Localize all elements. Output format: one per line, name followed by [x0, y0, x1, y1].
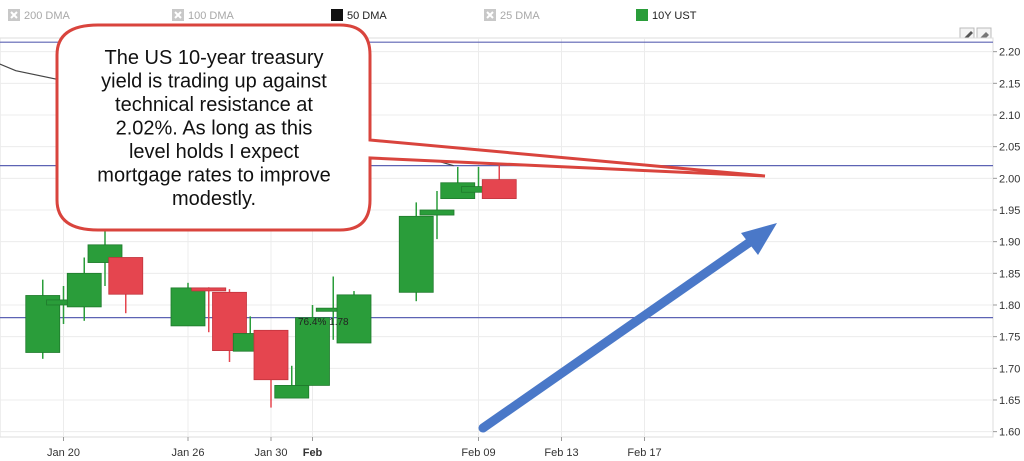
x-tick-label: Jan 26: [171, 447, 204, 459]
legend-swatch: [636, 9, 648, 21]
legend-label: 25 DMA: [500, 10, 540, 22]
candle: [398, 202, 434, 302]
legend-item-1[interactable]: 100 DMA: [172, 9, 235, 22]
callout-line: level holds I expect: [129, 141, 300, 163]
y-tick-label: 1.60: [999, 427, 1020, 439]
trend-arrow: [478, 223, 777, 433]
candle-body: [481, 179, 517, 199]
y-tick-label: 2.10: [999, 110, 1020, 122]
candle: [274, 365, 310, 399]
candle: [191, 287, 227, 333]
y-tick-label: 1.80: [999, 300, 1020, 312]
candle: [419, 190, 455, 240]
candle: [108, 257, 144, 314]
x-tick-label: Jan 20: [47, 447, 80, 459]
x-tick-label: Jan 30: [254, 447, 287, 459]
legend: 200 DMA 100 DMA 50 DMA 25 DMA 10Y UST: [8, 9, 697, 22]
y-tick-label: 2.15: [999, 78, 1020, 90]
x-tick-label: Feb 09: [461, 447, 495, 459]
candle: [66, 257, 102, 321]
candle-body: [274, 385, 310, 399]
y-tick-label: 1.70: [999, 363, 1020, 375]
legend-swatch: [331, 9, 343, 21]
candle-body: [108, 257, 144, 295]
callout-line: mortgage rates to improve: [97, 165, 330, 187]
candle: [253, 329, 289, 408]
candle: [295, 304, 330, 386]
candle-body: [253, 329, 289, 381]
y-tick-label: 1.95: [999, 205, 1020, 217]
x-axis: Jan 20 Jan 26 Jan 30 Feb Feb 09 Feb 13 Feb 17: [47, 437, 662, 459]
disabled-icon: [486, 11, 494, 19]
y-tick-label: 2.20: [999, 47, 1020, 59]
disabled-icon: [10, 11, 18, 19]
legend-item-0[interactable]: 200 DMA: [8, 9, 71, 22]
y-axis: 2.20 2.15 2.10 2.05 2.00 1.95 1.90 1.85 1.80 1.75…: [993, 47, 1020, 439]
legend-label: 10Y UST: [652, 10, 697, 22]
y-tick-label: 2.05: [999, 142, 1020, 154]
x-tick-label: Feb 13: [544, 447, 578, 459]
legend-label: 200 DMA: [24, 10, 71, 22]
y-tick-label: 1.75: [999, 332, 1020, 344]
callout-line: yield is trading up against: [101, 71, 327, 93]
retracement-label: 76.4% 1.78: [298, 317, 349, 328]
candle-body: [66, 272, 102, 308]
callout-line: The US 10-year treasury: [105, 47, 324, 69]
candle-body: [295, 317, 330, 386]
callout-line: 2.02%. As long as this: [116, 118, 313, 140]
callout: The US 10-year treasury yield is trading …: [55, 23, 766, 232]
candle-body: [419, 209, 455, 216]
candle-body: [336, 294, 372, 344]
candle-body: [170, 287, 206, 327]
x-tick-label: Feb 17: [627, 447, 661, 459]
plot-area: [0, 37, 994, 438]
disabled-icon: [174, 11, 182, 19]
legend-label: 50 DMA: [347, 10, 387, 22]
candle-body: [398, 215, 434, 293]
candle: [170, 282, 206, 327]
legend-item-3[interactable]: 25 DMA: [484, 9, 540, 22]
y-tick-label: 1.90: [999, 237, 1020, 249]
legend-item-2[interactable]: 50 DMA: [331, 9, 387, 22]
callout-line: modestly.: [172, 188, 256, 210]
y-tick-label: 1.85: [999, 268, 1020, 280]
candle-body: [191, 287, 227, 292]
callout-text: The US 10-year treasury yield is trading …: [97, 47, 330, 210]
legend-item-4[interactable]: 10Y UST: [636, 9, 697, 22]
y-tick-label: 2.00: [999, 173, 1020, 185]
candle: [336, 291, 372, 344]
y-tick-label: 1.65: [999, 395, 1020, 407]
callout-line: technical resistance at: [115, 94, 313, 116]
x-tick-label: Feb: [303, 447, 323, 459]
legend-label: 100 DMA: [188, 10, 235, 22]
